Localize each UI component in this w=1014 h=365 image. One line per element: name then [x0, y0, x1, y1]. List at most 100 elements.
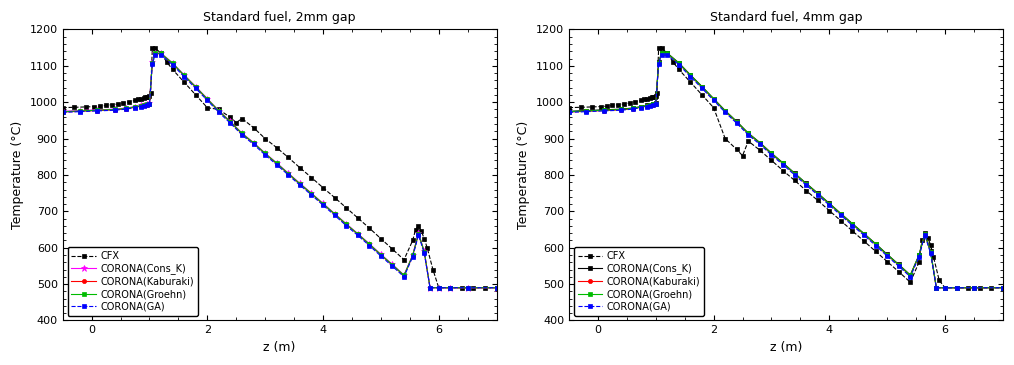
- CORONA(Groehn): [236, 131, 248, 136]
- CORONA(GA): [811, 193, 823, 197]
- CORONA(Kaburaki): [135, 104, 147, 108]
- CORONA(Groehn): [305, 191, 317, 196]
- CORONA(GA): [363, 243, 375, 248]
- CORONA(Groehn): [57, 110, 69, 114]
- CORONA(Kaburaki): [352, 232, 364, 237]
- CORONA(GA): [135, 104, 147, 109]
- CORONA(Cons_K): [491, 285, 503, 290]
- CORONA(Groehn): [213, 109, 225, 113]
- CORONA(Kaburaki): [696, 85, 708, 89]
- CORONA(GA): [138, 104, 150, 108]
- CORONA(Cons_K): [925, 249, 937, 254]
- CORONA(Kaburaki): [317, 202, 330, 206]
- CORONA(GA): [433, 285, 445, 290]
- CORONA(Groehn): [563, 110, 575, 114]
- CORONA(Groehn): [811, 191, 823, 196]
- CORONA(Cons_K): [823, 201, 836, 205]
- CORONA(Groehn): [166, 61, 178, 65]
- CORONA(Cons_K): [236, 131, 248, 135]
- CORONA(Groehn): [418, 250, 430, 254]
- CORONA(Kaburaki): [635, 105, 647, 110]
- Legend: CFX, CORONA(Cons_K), CORONA(Kaburaki), CORONA(Groehn), CORONA(GA): CFX, CORONA(Cons_K), CORONA(Kaburaki), C…: [68, 247, 198, 316]
- CORONA(Groehn): [143, 101, 155, 106]
- CORONA(Cons_K): [294, 181, 306, 185]
- CORONA(Groehn): [386, 263, 399, 267]
- CORONA(Groehn): [397, 273, 410, 277]
- CFX: [653, 46, 665, 50]
- CORONA(Kaburaki): [413, 232, 425, 236]
- CORONA(Groehn): [363, 242, 375, 246]
- CORONA(Groehn): [627, 106, 639, 111]
- CORONA(Kaburaki): [753, 141, 766, 146]
- CORONA(Cons_K): [340, 222, 352, 226]
- CORONA(GA): [340, 223, 352, 228]
- CORONA(Kaburaki): [847, 222, 859, 227]
- CFX: [925, 243, 937, 247]
- CORONA(GA): [731, 121, 743, 126]
- CORONA(Groehn): [655, 51, 667, 55]
- CORONA(Groehn): [201, 97, 213, 101]
- CORONA(Groehn): [719, 109, 731, 113]
- CORONA(GA): [386, 264, 399, 269]
- CORONA(Groehn): [939, 285, 951, 290]
- CORONA(GA): [823, 203, 836, 207]
- CORONA(GA): [950, 285, 962, 290]
- CFX: [973, 285, 986, 290]
- CORONA(Kaburaki): [418, 250, 430, 254]
- CORONA(Kaburaki): [294, 182, 306, 186]
- CORONA(Cons_K): [397, 273, 410, 277]
- CORONA(Cons_K): [919, 231, 931, 235]
- CORONA(Kaburaki): [835, 212, 847, 216]
- CORONA(Groehn): [870, 242, 882, 246]
- CORONA(Cons_K): [424, 285, 436, 290]
- CORONA(Cons_K): [138, 103, 150, 107]
- Title: Standard fuel, 4mm gap: Standard fuel, 4mm gap: [710, 11, 862, 24]
- CORONA(Cons_K): [835, 211, 847, 216]
- CORONA(GA): [870, 243, 882, 248]
- CORONA(Cons_K): [950, 285, 962, 290]
- CORONA(GA): [644, 104, 656, 108]
- CORONA(GA): [913, 255, 925, 259]
- CFX: [467, 285, 480, 290]
- CORONA(GA): [91, 109, 103, 113]
- X-axis label: z (m): z (m): [264, 341, 296, 354]
- CORONA(Groehn): [444, 285, 456, 290]
- CORONA(Groehn): [413, 231, 425, 236]
- CORONA(GA): [247, 142, 260, 147]
- CORONA(Kaburaki): [121, 107, 133, 111]
- CORONA(Cons_K): [166, 61, 178, 65]
- CORONA(Kaburaki): [190, 85, 202, 89]
- CORONA(Groehn): [352, 232, 364, 236]
- CORONA(Kaburaki): [913, 254, 925, 258]
- CFX: [997, 285, 1009, 290]
- CORONA(Cons_K): [968, 285, 981, 290]
- CORONA(Cons_K): [930, 285, 942, 290]
- Title: Standard fuel, 2mm gap: Standard fuel, 2mm gap: [204, 11, 356, 24]
- CORONA(Kaburaki): [950, 285, 962, 290]
- CORONA(Kaburaki): [800, 182, 812, 186]
- CORONA(GA): [271, 162, 283, 167]
- CORONA(Kaburaki): [563, 110, 575, 114]
- Line: CORONA(Groehn): CORONA(Groehn): [61, 51, 499, 290]
- CORONA(Groehn): [282, 171, 294, 176]
- CORONA(Cons_K): [997, 285, 1009, 290]
- CORONA(Groehn): [247, 141, 260, 145]
- CORONA(GA): [352, 233, 364, 238]
- CORONA(GA): [847, 223, 859, 228]
- CORONA(Kaburaki): [143, 102, 155, 106]
- CORONA(Cons_K): [149, 51, 161, 55]
- CORONA(Cons_K): [271, 161, 283, 165]
- CORONA(Kaburaki): [673, 61, 685, 66]
- CORONA(GA): [925, 251, 937, 255]
- CORONA(GA): [653, 61, 665, 66]
- CORONA(Cons_K): [461, 285, 474, 290]
- CORONA(GA): [753, 142, 766, 147]
- CORONA(Cons_K): [939, 285, 951, 290]
- CORONA(Groehn): [647, 102, 659, 107]
- CORONA(Kaburaki): [74, 109, 86, 114]
- CORONA(Kaburaki): [858, 232, 870, 237]
- CORONA(Kaburaki): [684, 73, 697, 78]
- CORONA(Kaburaki): [433, 285, 445, 290]
- CORONA(Cons_K): [627, 106, 639, 110]
- CORONA(Cons_K): [635, 104, 647, 109]
